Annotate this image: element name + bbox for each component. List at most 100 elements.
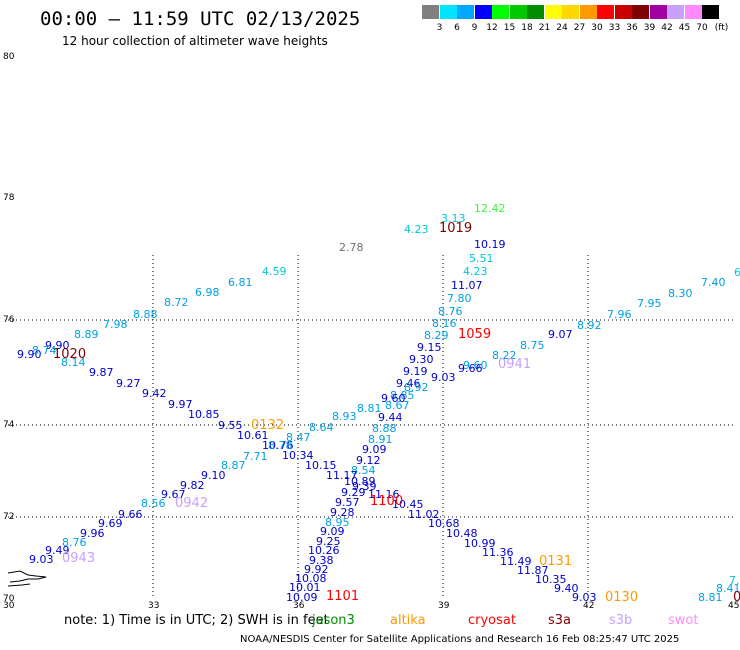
legend-label: 15: [503, 23, 516, 33]
latitude-label: 80: [3, 52, 15, 62]
coastline: [7, 570, 47, 587]
wave-height-value: 11.02: [408, 508, 440, 521]
legend-label: 18: [521, 23, 533, 33]
wave-height-value: 9.87: [89, 366, 114, 379]
wave-height-value: 6: [734, 266, 740, 279]
legend-label: 9: [471, 23, 478, 33]
wave-height-value: 8.67: [385, 399, 410, 412]
wave-height-value: 9.44: [378, 411, 403, 424]
legend-swatch: [422, 5, 439, 19]
wave-height-value: 4.23: [404, 223, 429, 236]
legend-swatch: [457, 5, 474, 19]
wave-height-value: 8.14: [61, 356, 86, 369]
page-subtitle: 12 hour collection of altimeter wave hei…: [62, 34, 328, 48]
longitude-label: 33: [148, 601, 160, 611]
wave-height-value: 11.17: [326, 469, 358, 482]
pass-time-label: 1020: [53, 347, 87, 362]
wave-height-value: 8.29: [424, 329, 449, 342]
legend-swatch: [684, 5, 702, 19]
wave-height-value: 9.67: [161, 488, 186, 501]
wave-height-value: 8.41: [716, 582, 740, 595]
wave-height-value: 8.81: [357, 402, 382, 415]
page-title: 00:00 – 11:59 UTC 02/13/2025: [40, 8, 361, 30]
wave-height-value: 10.08: [295, 572, 327, 585]
wave-height-value: 11.87: [517, 564, 549, 577]
wave-height-value: 9.66: [118, 508, 143, 521]
wave-height-value: 9.60: [381, 392, 406, 405]
wave-height-value: 8.93: [332, 410, 357, 423]
legend-swatch: [562, 5, 579, 19]
legend-label: 24: [556, 23, 568, 33]
wave-height-value: 8.91: [368, 433, 393, 446]
legend-label: 39: [643, 23, 656, 33]
wave-height-value: 9.82: [180, 479, 205, 492]
wave-height-value: 11.07: [451, 279, 483, 292]
latitude-label: 70: [3, 594, 15, 604]
legend-unit: (ft): [714, 23, 729, 33]
wave-height-value: 8.16: [432, 317, 457, 330]
wave-height-value: 7.98: [103, 318, 128, 331]
pass-time-label: 1059: [458, 327, 492, 342]
pass-time-label: 0942: [175, 496, 209, 511]
mission-label-jason3: jason3: [312, 613, 355, 628]
wave-height-value: 10.61: [237, 429, 269, 442]
pass-time-label: 0: [733, 590, 740, 605]
wave-height-value: 9.19: [403, 365, 428, 378]
legend-label: 36: [626, 23, 638, 33]
wave-height-value: 11.36: [482, 546, 514, 559]
pass-time-label: 0941: [498, 357, 532, 372]
wave-height-value: 7.71: [243, 450, 268, 463]
wave-height-value: 10.85: [188, 408, 220, 421]
wave-height-value: 8.88: [133, 308, 158, 321]
legend-label: 30: [591, 23, 603, 33]
legend-swatch: [632, 5, 649, 19]
wave-height-value: 6.81: [228, 276, 253, 289]
legend-label: 42: [661, 23, 673, 33]
wave-height-value: 8.54: [351, 464, 376, 477]
legend-label: 33: [608, 23, 621, 33]
latitude-label: 76: [3, 315, 15, 325]
legend-label: 21: [538, 23, 551, 33]
wave-height-value: 9.15: [417, 341, 442, 354]
wave-height-value: 10.15: [305, 459, 337, 472]
wave-height-value: 3.13: [441, 212, 466, 225]
latitude-label: 74: [3, 420, 15, 430]
wave-height-value: 8.72: [164, 296, 189, 309]
wave-height-value: 11.49: [500, 555, 532, 568]
wave-height-value: 8.56: [141, 497, 166, 510]
wave-height-value: 11.16: [368, 488, 400, 501]
wave-height-value: 10.45: [392, 498, 424, 511]
wave-height-value: 9.57: [335, 496, 360, 509]
wave-height-value: 9.10: [201, 469, 226, 482]
longitude-label: 36: [293, 601, 305, 611]
legend-swatch: [439, 5, 457, 19]
wave-height-value: 9.49: [45, 544, 70, 557]
pass-time-label: 0130: [605, 590, 639, 605]
wave-height-value: 9.55: [218, 419, 243, 432]
legend-swatch: [509, 5, 527, 19]
legend-label: 70: [696, 23, 708, 33]
wave-height-value: 12.42: [474, 202, 506, 215]
wave-height-value: 8.92: [577, 319, 602, 332]
wave-height-value: 9.09: [320, 525, 345, 538]
altimeter-map[interactable]: 80 78 76 74 72 70 30 33 36 39 42 45: [0, 52, 740, 611]
wave-height-value: 9.40: [554, 582, 579, 595]
wave-height-value: 8.47: [286, 431, 311, 444]
longitude-label: 39: [438, 601, 450, 611]
wave-height-value: 6.98: [195, 286, 220, 299]
wave-height-value: 9.60: [463, 359, 488, 372]
map-grid: [7, 255, 733, 599]
wave-height-value: 9.46: [396, 377, 421, 390]
pass-time-label: 1019: [439, 221, 473, 236]
wave-height-value: 8.95: [325, 516, 350, 529]
wave-height-value: 7.96: [607, 308, 632, 321]
wave-height-value: 8.88: [372, 422, 397, 435]
legend-label: 12: [486, 23, 498, 33]
longitude-label: 42: [583, 601, 595, 611]
mission-label-s3b: s3b: [609, 613, 633, 628]
legend-swatch: [667, 5, 684, 19]
wave-height-value: 8.78: [268, 439, 293, 452]
wave-height-value: 5.51: [469, 252, 494, 265]
mission-label-cryosat: cryosat: [468, 613, 516, 628]
legend-swatch: [527, 5, 544, 19]
